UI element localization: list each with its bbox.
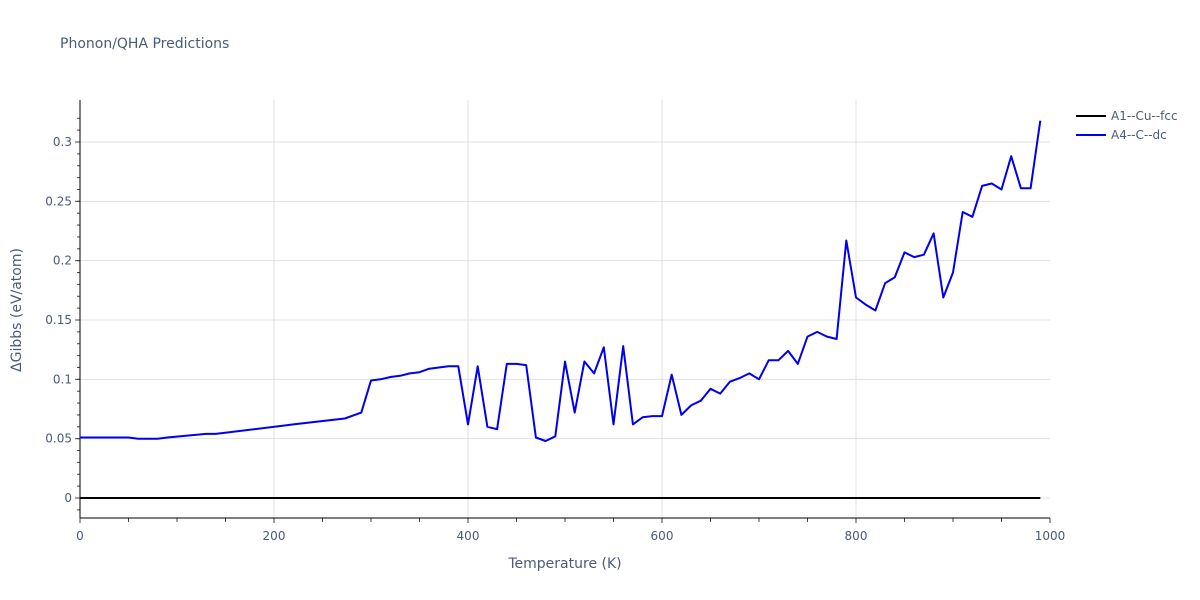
axes: 0 200 400 600 800 1000 0 0.05 0.1 0.15 0.2 0.25 0.3 (45, 100, 1065, 543)
legend-swatch-icon (1076, 133, 1106, 136)
legend-item-c-dc[interactable]: A4--C--dc (1076, 125, 1178, 144)
x-tick-label: 600 (651, 529, 674, 543)
chart-title: Phonon/QHA Predictions (60, 36, 230, 52)
legend-label: A1--Cu--fcc (1111, 108, 1178, 123)
series-lines (80, 120, 1042, 499)
y-tick-label: 0 (64, 491, 72, 505)
legend-label: A4--C--dc (1111, 127, 1167, 142)
x-tick-label: 0 (76, 529, 84, 543)
y-tick-label: 0.05 (45, 432, 72, 446)
x-axis-title: Temperature (K) (507, 556, 621, 572)
legend: A1--Cu--fcc A4--C--dc (1076, 106, 1178, 144)
grid-lines (80, 100, 1050, 518)
y-tick-label: 0.25 (45, 194, 72, 208)
legend-swatch-icon (1076, 114, 1106, 117)
series-line[interactable] (80, 120, 1042, 442)
y-tick-label: 0.15 (45, 313, 72, 327)
x-tick-label: 800 (845, 529, 868, 543)
x-tick-label: 1000 (1035, 529, 1066, 543)
x-tick-label: 200 (263, 529, 286, 543)
legend-item-cu-fcc[interactable]: A1--Cu--fcc (1076, 106, 1178, 125)
y-tick-label: 0.3 (53, 135, 72, 149)
y-axis-title: ΔGibbs (eV/atom) (9, 248, 25, 372)
x-tick-label: 400 (457, 529, 480, 543)
y-tick-label: 0.2 (53, 254, 72, 268)
y-tick-label: 0.1 (53, 372, 72, 386)
